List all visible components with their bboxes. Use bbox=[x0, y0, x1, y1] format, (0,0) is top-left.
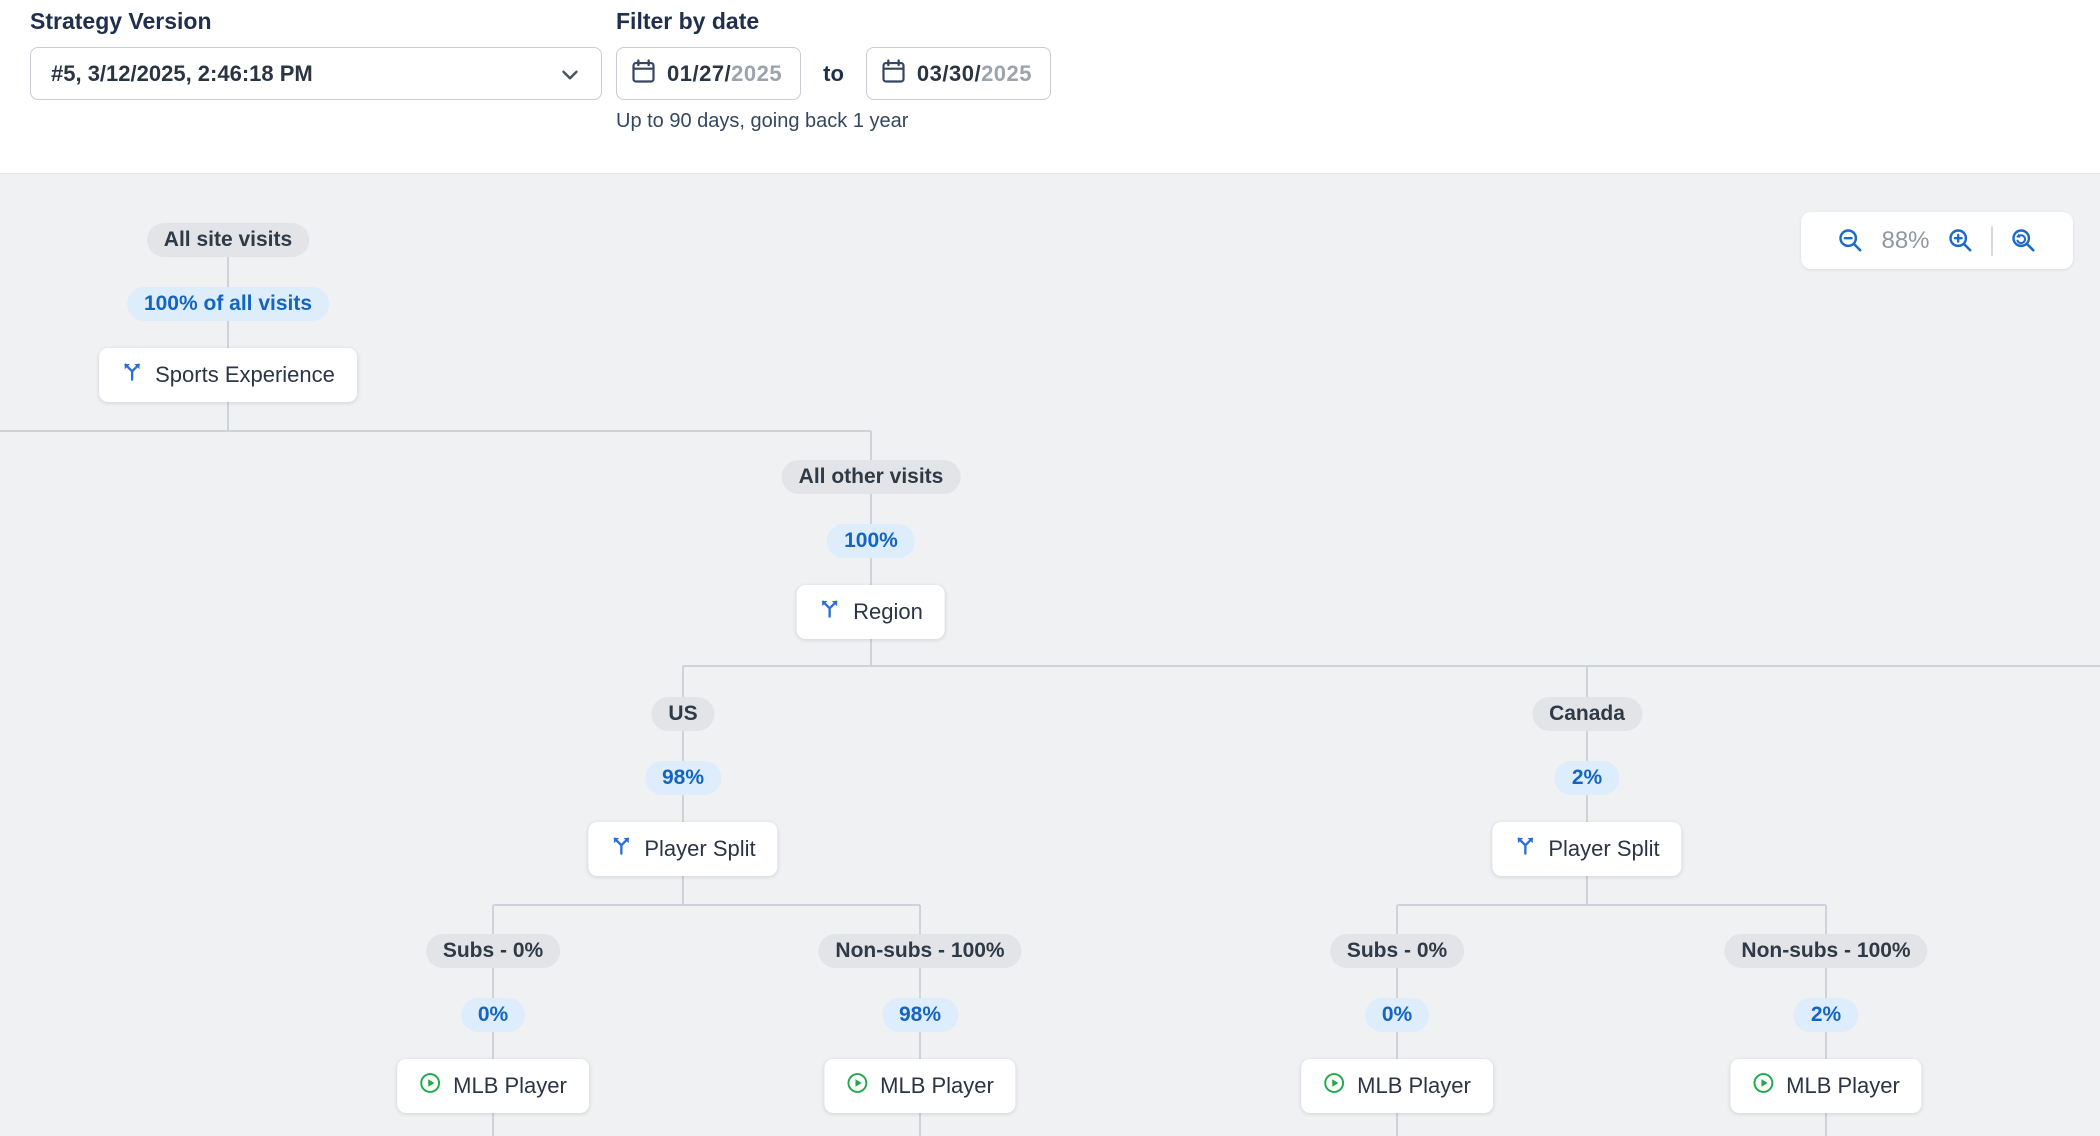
tree-chain-root: All site visits 100% of all visits Sport… bbox=[99, 223, 357, 402]
split-icon bbox=[1514, 835, 1536, 863]
strategy-version-group: Strategy Version #5, 3/12/2025, 2:46:18 … bbox=[30, 8, 602, 100]
node-title: MLB Player bbox=[453, 1073, 567, 1098]
zoom-toolbar: 88% bbox=[1801, 212, 2073, 269]
date-range-helper-text: Up to 90 days, going back 1 year bbox=[616, 110, 909, 132]
traffic-percent-badge: 2% bbox=[1554, 761, 1620, 795]
branch-label-badge: Non-subs - 100% bbox=[818, 934, 1022, 968]
tree-chain-canada-nonsubs: Non-subs - 100% 2% MLB Player bbox=[1724, 934, 1928, 1113]
date-to-input[interactable]: 03/30/2025 bbox=[865, 47, 1052, 100]
branch-label-badge: Non-subs - 100% bbox=[1724, 934, 1928, 968]
branch-label-badge: All site visits bbox=[146, 223, 310, 257]
branch-label-badge: Subs - 0% bbox=[1329, 934, 1465, 968]
tree-chain-canada: Canada 2% Player Split bbox=[1492, 697, 1682, 876]
date-range-row: 01/27/2025 to 03/30/2025 bbox=[616, 47, 1052, 100]
zoom-out-button[interactable] bbox=[1837, 227, 1864, 254]
tree-chain-canada-subs: Subs - 0% 0% MLB Player bbox=[1301, 934, 1493, 1113]
filter-by-date-label: Filter by date bbox=[616, 8, 760, 34]
chevron-down-icon bbox=[557, 62, 583, 93]
play-icon bbox=[1323, 1072, 1345, 1100]
toolbar-divider bbox=[1990, 225, 1993, 256]
node-title: Player Split bbox=[644, 836, 756, 861]
date-from-value: 01/27/ bbox=[667, 60, 732, 86]
node-title: MLB Player bbox=[880, 1073, 994, 1098]
zoom-reset-button[interactable] bbox=[2010, 227, 2037, 254]
experience-node-card[interactable]: MLB Player bbox=[397, 1059, 589, 1113]
experience-node-card[interactable]: MLB Player bbox=[1730, 1059, 1922, 1113]
traffic-percent-badge: 100% of all visits bbox=[126, 287, 330, 321]
split-icon bbox=[819, 598, 841, 626]
strategy-version-select[interactable]: #5, 3/12/2025, 2:46:18 PM bbox=[30, 47, 602, 100]
play-icon bbox=[419, 1072, 441, 1100]
traffic-percent-badge: 0% bbox=[460, 998, 526, 1032]
tree-chain-us-subs: Subs - 0% 0% MLB Player bbox=[397, 934, 589, 1113]
split-icon bbox=[121, 361, 143, 389]
calendar-icon bbox=[631, 58, 667, 89]
split-node-card[interactable]: Player Split bbox=[1492, 822, 1682, 876]
traffic-percent-badge: 100% bbox=[827, 524, 915, 558]
node-title: Region bbox=[853, 599, 923, 624]
date-filter-group: Filter by date 01/27/2025 to bbox=[616, 8, 1052, 133]
split-node-card[interactable]: Player Split bbox=[588, 822, 778, 876]
branch-label-badge: Subs - 0% bbox=[425, 934, 561, 968]
play-icon bbox=[846, 1072, 868, 1100]
zoom-in-button[interactable] bbox=[1947, 227, 1974, 254]
header-bar: Strategy Version #5, 3/12/2025, 2:46:18 … bbox=[0, 0, 2100, 174]
split-icon bbox=[610, 835, 632, 863]
branch-label-badge: US bbox=[651, 697, 715, 731]
date-from-year: 2025 bbox=[731, 60, 783, 86]
tree-chain-us-nonsubs: Non-subs - 100% 98% MLB Player bbox=[818, 934, 1022, 1113]
node-title: MLB Player bbox=[1786, 1073, 1900, 1098]
strategy-version-value: #5, 3/12/2025, 2:46:18 PM bbox=[51, 60, 313, 86]
split-node-card[interactable]: Region bbox=[797, 585, 945, 639]
calendar-icon bbox=[881, 58, 917, 89]
date-to-year: 2025 bbox=[981, 60, 1033, 86]
traffic-percent-badge: 98% bbox=[881, 998, 959, 1032]
traffic-percent-badge: 0% bbox=[1364, 998, 1430, 1032]
split-node-card[interactable]: Sports Experience bbox=[99, 348, 357, 402]
traffic-percent-badge: 98% bbox=[644, 761, 722, 795]
node-title: MLB Player bbox=[1357, 1073, 1471, 1098]
strategy-version-label: Strategy Version bbox=[30, 8, 212, 34]
branch-label-badge: Canada bbox=[1532, 697, 1642, 731]
experience-node-card[interactable]: MLB Player bbox=[1301, 1059, 1493, 1113]
date-to-value: 03/30/ bbox=[916, 60, 982, 86]
date-from-input[interactable]: 01/27/2025 bbox=[616, 47, 802, 100]
node-title: Sports Experience bbox=[155, 362, 335, 387]
branch-label-badge: All other visits bbox=[781, 460, 961, 494]
date-range-to-label: to bbox=[823, 60, 844, 86]
experience-node-card[interactable]: MLB Player bbox=[824, 1059, 1016, 1113]
tree-chain-all-other-visits: All other visits 100% Region bbox=[781, 460, 961, 639]
tree-chain-us: US 98% Player Split bbox=[588, 697, 778, 876]
play-icon bbox=[1752, 1072, 1774, 1100]
traffic-percent-badge: 2% bbox=[1793, 998, 1859, 1032]
node-title: Player Split bbox=[1548, 836, 1660, 861]
strategy-tree-canvas[interactable]: 88% All site visits 100% bbox=[0, 174, 2100, 1136]
zoom-level-value: 88% bbox=[1881, 226, 1930, 254]
